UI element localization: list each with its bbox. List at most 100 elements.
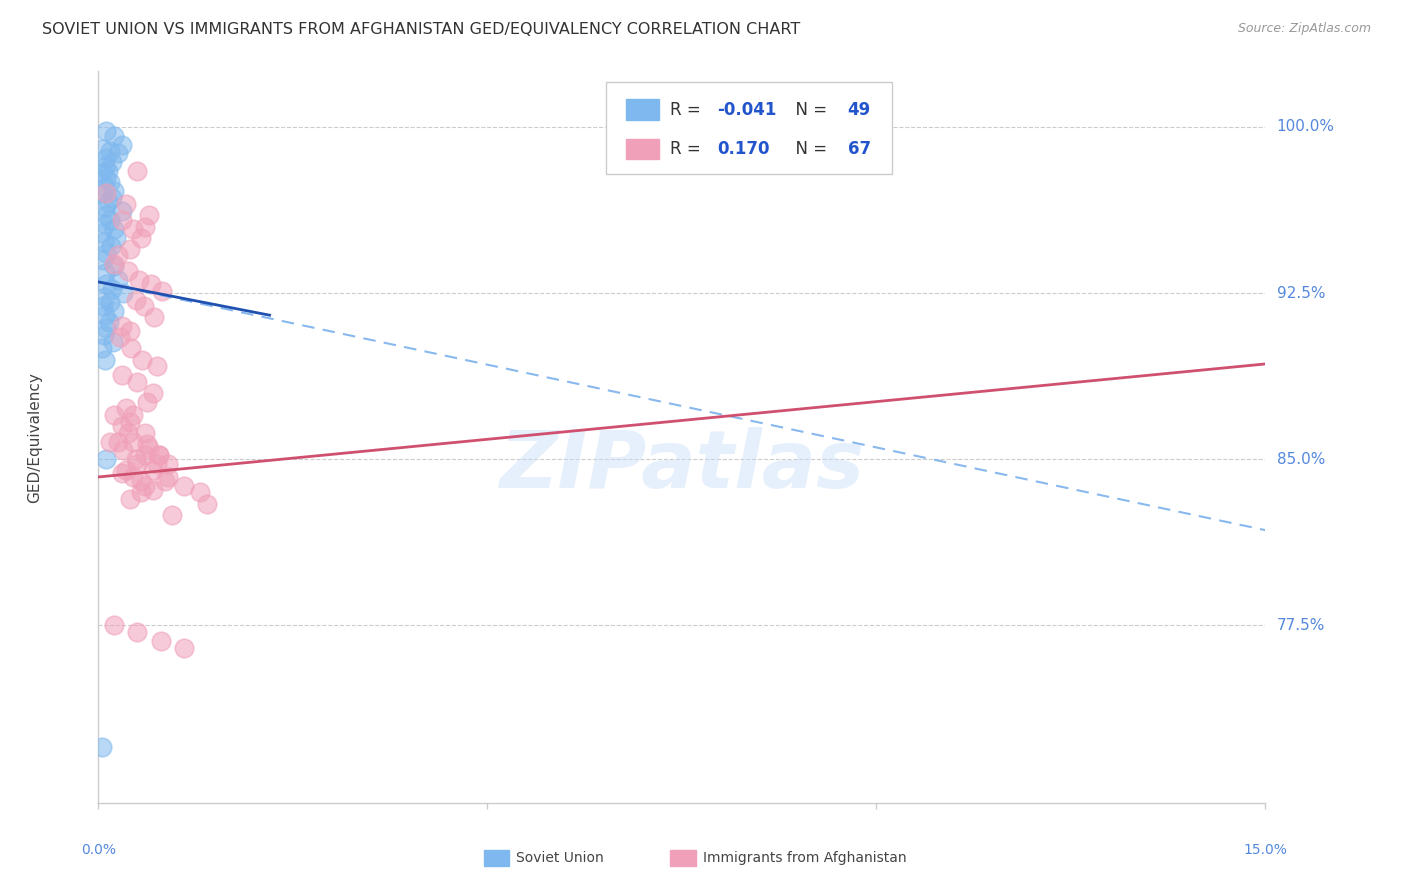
Point <box>117 425 139 440</box>
Point <box>96 321 118 335</box>
Text: N =: N = <box>785 101 832 119</box>
Point <box>141 277 163 292</box>
Point <box>134 448 156 462</box>
Point <box>134 479 156 493</box>
Point <box>93 352 115 367</box>
Bar <box>484 850 509 866</box>
Point <box>91 166 114 180</box>
Point <box>135 394 157 409</box>
Point <box>101 191 124 205</box>
Point <box>93 179 115 194</box>
Point <box>157 457 180 471</box>
Point <box>129 230 152 244</box>
Point <box>148 448 170 462</box>
Point <box>98 294 121 309</box>
Text: 67: 67 <box>848 140 870 158</box>
Point <box>107 248 129 262</box>
Point <box>153 475 176 489</box>
Point <box>111 368 134 382</box>
Point <box>93 200 115 214</box>
Point <box>125 452 148 467</box>
Text: 100.0%: 100.0% <box>1277 120 1334 135</box>
Point <box>96 124 118 138</box>
Point <box>114 463 136 477</box>
Point <box>91 342 114 356</box>
Text: SOVIET UNION VS IMMIGRANTS FROM AFGHANISTAN GED/EQUIVALENCY CORRELATION CHART: SOVIET UNION VS IMMIGRANTS FROM AFGHANIS… <box>42 22 800 37</box>
Point <box>118 324 141 338</box>
Point <box>104 230 127 244</box>
Point <box>91 186 114 201</box>
Point <box>96 277 118 292</box>
Point <box>96 170 118 185</box>
Point <box>146 359 169 373</box>
Point <box>93 160 115 174</box>
Point <box>103 260 125 274</box>
Text: Immigrants from Afghanistan: Immigrants from Afghanistan <box>703 851 907 864</box>
Point <box>142 385 165 400</box>
Point <box>103 303 125 318</box>
Point <box>103 618 125 632</box>
Point <box>111 137 134 152</box>
Text: 0.170: 0.170 <box>717 140 769 158</box>
Text: ZIPatlas: ZIPatlas <box>499 427 865 506</box>
Point <box>103 408 125 422</box>
Text: GED/Equivalency: GED/Equivalency <box>27 372 42 502</box>
Point <box>138 209 160 223</box>
Point <box>135 436 157 450</box>
Text: 92.5%: 92.5% <box>1277 285 1324 301</box>
Text: Soviet Union: Soviet Union <box>516 851 605 864</box>
Point <box>112 443 135 458</box>
Point <box>98 212 121 227</box>
Point <box>142 483 165 498</box>
Point <box>94 290 117 304</box>
Point <box>107 273 129 287</box>
Point <box>127 164 149 178</box>
Text: N =: N = <box>785 140 832 158</box>
Point <box>150 284 173 298</box>
Point <box>129 485 152 500</box>
Point <box>162 508 184 522</box>
Point <box>118 492 141 507</box>
Point <box>134 219 156 234</box>
Point <box>127 625 149 640</box>
Point <box>111 466 134 480</box>
Point <box>96 452 118 467</box>
Point <box>93 266 115 280</box>
Point <box>98 434 121 449</box>
Point <box>134 425 156 440</box>
Point <box>122 434 145 449</box>
Point <box>103 221 125 235</box>
Text: Source: ZipAtlas.com: Source: ZipAtlas.com <box>1237 22 1371 36</box>
Point <box>143 310 166 325</box>
Point <box>93 217 115 231</box>
Point <box>118 415 141 429</box>
Point <box>100 239 122 253</box>
Point <box>93 308 115 322</box>
Text: R =: R = <box>671 101 706 119</box>
Point <box>93 235 115 249</box>
Bar <box>671 850 696 866</box>
Point <box>97 195 120 210</box>
Point <box>97 164 120 178</box>
Point <box>138 441 160 455</box>
Point <box>93 328 115 343</box>
Point <box>96 246 118 260</box>
Point <box>125 293 148 307</box>
Point <box>96 186 118 201</box>
Point <box>173 479 195 493</box>
Point <box>129 475 152 489</box>
Point <box>149 634 172 648</box>
Point <box>103 334 125 349</box>
Point <box>91 142 114 156</box>
Point <box>122 470 145 484</box>
Point <box>111 319 134 334</box>
Bar <box>626 139 658 160</box>
Point <box>195 497 218 511</box>
Text: -0.041: -0.041 <box>717 101 776 119</box>
Point <box>91 252 114 267</box>
Point <box>101 155 124 169</box>
FancyBboxPatch shape <box>606 82 891 174</box>
Point <box>98 144 121 158</box>
Point <box>103 184 125 198</box>
Point <box>173 640 195 655</box>
